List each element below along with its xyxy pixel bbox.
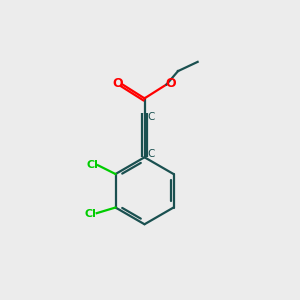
Text: C: C [147,148,155,159]
Text: Cl: Cl [86,160,98,170]
Text: C: C [147,112,155,122]
Text: Cl: Cl [85,209,97,219]
Text: O: O [112,77,123,90]
Text: O: O [166,77,176,90]
